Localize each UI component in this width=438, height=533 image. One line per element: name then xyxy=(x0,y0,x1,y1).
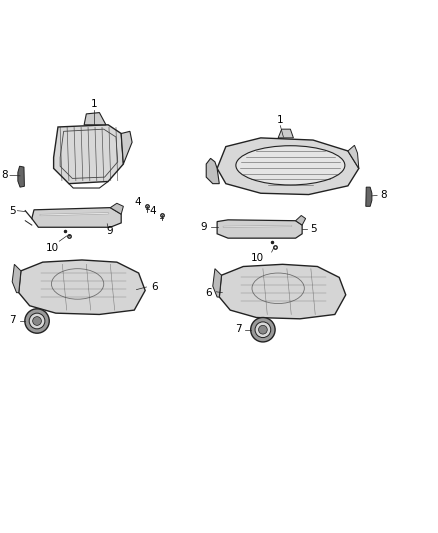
Polygon shape xyxy=(219,264,346,319)
Circle shape xyxy=(25,309,49,333)
Text: 4: 4 xyxy=(149,206,156,216)
Polygon shape xyxy=(217,138,359,195)
Text: 8: 8 xyxy=(1,169,8,180)
Ellipse shape xyxy=(236,146,345,185)
Text: 7: 7 xyxy=(10,315,16,325)
Polygon shape xyxy=(213,269,222,297)
Polygon shape xyxy=(32,208,121,227)
Text: 7: 7 xyxy=(235,324,242,334)
Text: 1: 1 xyxy=(277,115,284,125)
Polygon shape xyxy=(348,146,359,168)
Text: 6: 6 xyxy=(205,288,212,297)
Text: 10: 10 xyxy=(46,243,59,253)
Polygon shape xyxy=(121,131,132,164)
Text: 9: 9 xyxy=(106,226,113,236)
Polygon shape xyxy=(206,158,219,184)
Polygon shape xyxy=(84,112,106,125)
Text: 9: 9 xyxy=(201,222,207,232)
Polygon shape xyxy=(296,215,306,225)
Polygon shape xyxy=(366,187,372,206)
Text: 8: 8 xyxy=(381,190,387,199)
Text: 5: 5 xyxy=(9,206,15,216)
Text: 1: 1 xyxy=(91,99,98,109)
Text: 6: 6 xyxy=(152,282,159,292)
Polygon shape xyxy=(19,260,145,314)
Polygon shape xyxy=(217,220,302,238)
Circle shape xyxy=(29,313,45,329)
Polygon shape xyxy=(53,125,124,184)
Circle shape xyxy=(258,325,267,334)
Text: 4: 4 xyxy=(134,197,141,207)
Circle shape xyxy=(251,318,275,342)
Circle shape xyxy=(255,322,271,337)
Text: 10: 10 xyxy=(251,253,264,263)
Polygon shape xyxy=(18,166,25,187)
Polygon shape xyxy=(110,203,124,214)
Circle shape xyxy=(33,317,42,325)
Text: 5: 5 xyxy=(310,223,317,233)
Polygon shape xyxy=(12,264,21,293)
Polygon shape xyxy=(278,129,293,138)
